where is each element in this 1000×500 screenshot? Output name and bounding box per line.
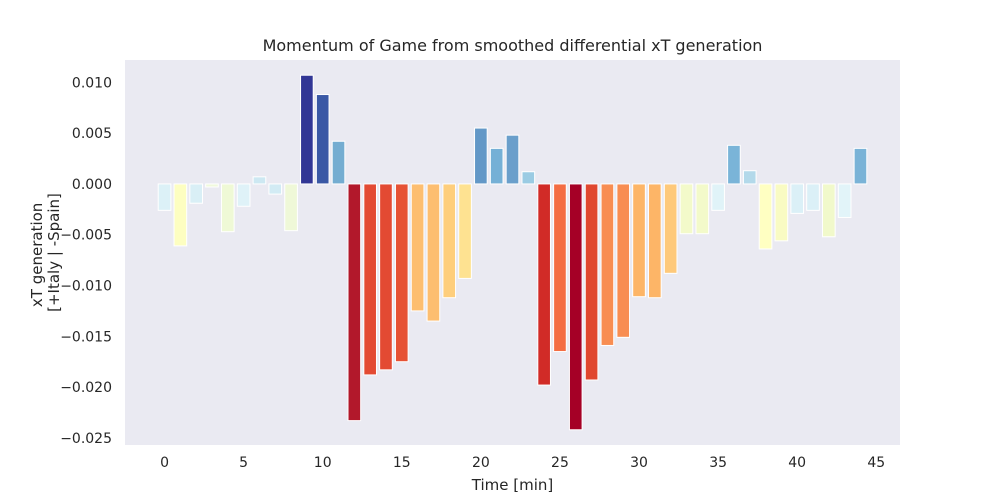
bar-minute-20 (474, 127, 488, 185)
bar-minute-21 (489, 147, 504, 185)
x-tick-label: 5 (239, 455, 248, 471)
bar-minute-41 (806, 183, 820, 211)
x-tick-label: 25 (551, 455, 569, 471)
x-axis-label: Time [min] (471, 476, 553, 494)
bar-minute-23 (521, 171, 536, 185)
y-tick-label: −0.005 (60, 228, 112, 244)
bar-minute-11 (331, 140, 346, 185)
y-tick-label: −0.025 (60, 431, 112, 447)
bar-minute-35 (711, 183, 725, 211)
bar-minute-9 (300, 74, 314, 185)
x-tick-label: 30 (630, 455, 648, 471)
bar-minute-43 (837, 183, 852, 218)
x-tick-label: 15 (393, 455, 411, 471)
bar-minute-16 (410, 183, 425, 312)
bar-minute-1 (173, 183, 188, 247)
bar-minute-2 (189, 183, 204, 204)
plot-area (125, 60, 900, 445)
bar-minute-30 (632, 183, 646, 298)
x-tick-label: 35 (709, 455, 727, 471)
bar-minute-25 (553, 183, 567, 353)
y-axis-label: xT generation [+Italy | -Spain] (28, 193, 63, 312)
bar-minute-15 (394, 183, 409, 363)
x-tick-label: 40 (788, 455, 806, 471)
bar-minute-29 (616, 183, 631, 338)
bar-minute-19 (458, 183, 472, 279)
y-tick-label: 0.010 (72, 75, 112, 91)
bar-minute-40 (790, 183, 805, 214)
bar-minute-27 (584, 183, 599, 381)
y-tick-label: 0.000 (72, 177, 112, 193)
bar-minute-34 (695, 183, 710, 235)
x-axis-ticks: 0 5 10 15 20 25 30 35 40 45 (160, 455, 885, 471)
x-tick-label: 0 (160, 455, 169, 471)
bar-minute-42 (822, 183, 836, 238)
bar-minute-36 (727, 144, 741, 185)
bar-minute-4 (220, 183, 235, 233)
x-tick-label: 20 (472, 455, 490, 471)
y-axis-ticks: 0.010 0.005 0.000 −0.005 −0.010 −0.015 −0.020 −… (60, 75, 112, 447)
y-tick-label: −0.020 (60, 380, 112, 396)
bar-minute-24 (537, 183, 551, 386)
bar-minute-10 (315, 94, 330, 185)
bars-layer (157, 74, 868, 431)
bar-minute-3 (205, 183, 219, 188)
y-axis-label-line-1: xT generation (28, 203, 46, 307)
x-tick-label: 10 (314, 455, 332, 471)
bar-minute-8 (284, 183, 298, 232)
y-tick-label: −0.015 (60, 329, 112, 345)
y-axis-label-line-2: [+Italy | -Spain] (45, 193, 63, 312)
bar-minute-33 (679, 183, 694, 235)
bar-minute-17 (426, 183, 441, 322)
bar-minute-38 (758, 183, 773, 250)
bar-minute-0 (157, 183, 172, 211)
bar-minute-18 (442, 183, 457, 299)
bar-minute-12 (347, 183, 362, 422)
y-tick-label: −0.010 (60, 279, 112, 295)
bar-minute-22 (505, 134, 520, 185)
bar-minute-5 (236, 183, 251, 207)
bar-minute-31 (648, 183, 662, 299)
bar-minute-37 (742, 170, 757, 185)
bar-minute-32 (663, 183, 678, 274)
bar-minute-14 (379, 183, 393, 371)
bar-minute-6 (252, 176, 267, 185)
bar-minute-44 (853, 147, 868, 185)
bar-minute-26 (568, 183, 583, 431)
bar-minute-7 (268, 183, 283, 195)
bar-minute-28 (600, 183, 615, 346)
chart-title: Momentum of Game from smoothed different… (263, 36, 763, 55)
y-tick-label: 0.005 (72, 126, 112, 142)
bar-minute-39 (774, 183, 789, 242)
bar-minute-13 (363, 183, 377, 376)
x-tick-label: 45 (867, 455, 885, 471)
